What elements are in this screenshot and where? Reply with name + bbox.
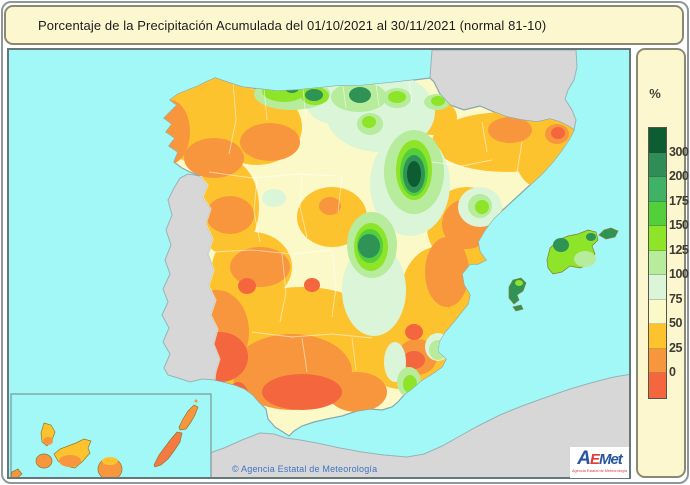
legend-swatch [649, 299, 666, 324]
legend-tick-label: 300 [669, 144, 689, 159]
africa-landmass [206, 373, 629, 477]
island-la-palma-south [43, 437, 53, 445]
island-el-hierro [10, 468, 23, 477]
legend-swatch [649, 201, 666, 226]
legend-tick-label: 75 [669, 291, 682, 306]
legend-swatch [649, 152, 666, 177]
legend-tick-label: 150 [669, 218, 689, 232]
logo-letters-met: Met [598, 451, 623, 468]
island-mallorca-light [574, 251, 596, 267]
map-title-bar: Porcentaje de la Precipitación Acumulada… [4, 5, 684, 45]
legend-panel: % 300 200 175 150 125 100 75 50 25 0 [636, 48, 689, 478]
legend-swatch [649, 226, 666, 251]
precipitation-map [9, 50, 629, 477]
map-title: Porcentaje de la Precipitación Acumulada… [38, 17, 547, 33]
legend-tick-label: 100 [669, 267, 689, 281]
logo-letter-e: E [589, 451, 600, 468]
island-ibiza-bright [515, 280, 523, 286]
aemet-logo: AEMet Agencia Estatal de Meteorología [570, 447, 629, 478]
legend-tick-label: 200 [669, 169, 689, 183]
legend-tick-label: 125 [669, 242, 689, 257]
island-lanzarote [178, 404, 199, 431]
legend-swatch [649, 250, 666, 275]
legend-swatch [649, 324, 666, 349]
aemet-wordmark: AEMet [570, 449, 629, 468]
spain-portugal-border [199, 175, 221, 381]
island-formentera [512, 304, 524, 312]
balearic-islands [508, 227, 619, 312]
legend-colorbar [648, 127, 667, 399]
legend-unit-label: % [649, 86, 661, 101]
island-la-graciosa [194, 399, 198, 403]
legend-swatch [649, 348, 666, 373]
legend-swatch [649, 128, 666, 153]
copyright-text: © Agencia Estatal de Meteorología [232, 464, 378, 474]
island-gran-canaria-north [102, 457, 118, 465]
island-la-gomera [35, 453, 53, 469]
island-fuerteventura [153, 431, 183, 468]
map-panel [7, 48, 631, 479]
province-borders [208, 80, 523, 373]
island-mallorca-dark [553, 238, 569, 252]
precipitation-regions [164, 78, 574, 422]
aemet-logo-subtext: Agencia Estatal de Meteorología [572, 468, 627, 473]
legend-tick-label: 0 [669, 365, 676, 379]
island-menorca [598, 227, 619, 240]
logo-letter-a: A [577, 448, 591, 469]
canary-inset [10, 393, 212, 477]
legend-tick-label: 25 [669, 340, 682, 355]
legend-tick-label: 175 [669, 193, 689, 208]
legend-tick-label: 50 [669, 316, 682, 330]
island-tenerife-south [59, 455, 81, 467]
legend-swatch [649, 275, 666, 300]
legend-swatch [649, 373, 666, 398]
region-darkgreen-over-200 [285, 83, 425, 258]
legend-swatch [649, 177, 666, 202]
island-mallorca-dark2 [586, 233, 596, 241]
